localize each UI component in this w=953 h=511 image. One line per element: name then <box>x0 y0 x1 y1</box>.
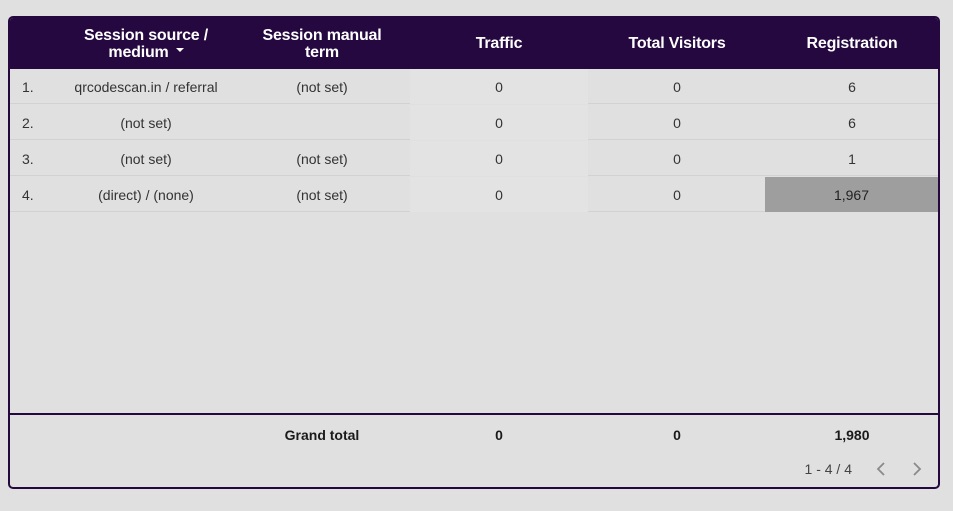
table-row[interactable]: 2. (not set) 0 0 6 <box>10 105 938 140</box>
column-header-session-manual-term[interactable]: Session manual term <box>248 18 396 69</box>
cell-manual-term <box>248 105 396 140</box>
cell-source-medium: qrcodescan.in / referral <box>74 78 218 95</box>
grand-total-row: Grand total 0 0 1,980 <box>10 423 938 447</box>
cell-total-visitors: 0 <box>673 114 681 131</box>
grand-total-visitors: 0 <box>673 427 681 443</box>
grand-total-registration: 1,980 <box>834 427 870 443</box>
cell-total-visitors: 0 <box>673 186 681 203</box>
row-index: 2. <box>22 114 34 131</box>
column-header-label-line1: Session manual <box>262 26 382 44</box>
column-header-registration[interactable]: Registration <box>766 18 938 69</box>
cell-manual-term: (not set) <box>296 150 348 167</box>
cell-source-medium: (not set) <box>120 150 172 167</box>
column-header-total-visitors[interactable]: Total Visitors <box>588 18 766 69</box>
chevron-left-icon[interactable] <box>874 460 888 478</box>
chevron-right-icon[interactable] <box>910 460 924 478</box>
row-index: 1. <box>22 78 34 95</box>
cell-traffic: 0 <box>410 105 588 140</box>
column-header-label: Total Visitors <box>628 35 726 52</box>
table-row[interactable]: 3. (not set) (not set) 0 0 1 <box>10 141 938 176</box>
cell-traffic: 0 <box>410 69 588 104</box>
cell-traffic: 0 <box>410 177 588 212</box>
column-header-traffic[interactable]: Traffic <box>410 18 588 69</box>
cell-total-visitors: 0 <box>673 150 681 167</box>
cell-registration: 6 <box>848 114 856 131</box>
row-index: 4. <box>22 186 34 203</box>
pagination-range: 1 - 4 / 4 <box>804 461 852 477</box>
column-header-session-source-medium[interactable]: Session source / medium <box>68 18 224 69</box>
table-row[interactable]: 1. qrcodescan.in / referral (not set) 0 … <box>10 69 938 104</box>
cell-registration-heatmap-highlight: 1,967 <box>765 177 938 212</box>
cell-registration: 6 <box>848 78 856 95</box>
sort-descending-icon[interactable] <box>175 48 184 53</box>
column-header-label-line2: medium <box>108 43 169 61</box>
row-index: 3. <box>22 150 34 167</box>
footer-divider <box>10 413 938 415</box>
cell-manual-term: (not set) <box>296 186 348 203</box>
grand-total-label: Grand total <box>284 427 360 443</box>
column-header-label: Registration <box>806 35 898 52</box>
cell-traffic: 0 <box>410 141 588 176</box>
data-table: Session source / medium Session manual t… <box>8 16 940 489</box>
grand-total-traffic: 0 <box>495 427 503 443</box>
table-row[interactable]: 4. (direct) / (none) (not set) 0 0 1,967 <box>10 177 938 212</box>
cell-source-medium: (not set) <box>120 114 172 131</box>
cell-manual-term: (not set) <box>296 78 348 95</box>
cell-registration: 1 <box>848 150 856 167</box>
cell-source-medium: (direct) / (none) <box>98 186 194 203</box>
pagination: 1 - 4 / 4 <box>805 458 924 480</box>
table-header: Session source / medium Session manual t… <box>10 18 938 69</box>
cell-total-visitors: 0 <box>673 78 681 95</box>
column-header-label-line1: Session source / <box>84 26 208 44</box>
column-header-label-line2: term <box>305 43 339 61</box>
column-header-label: Traffic <box>475 35 523 52</box>
